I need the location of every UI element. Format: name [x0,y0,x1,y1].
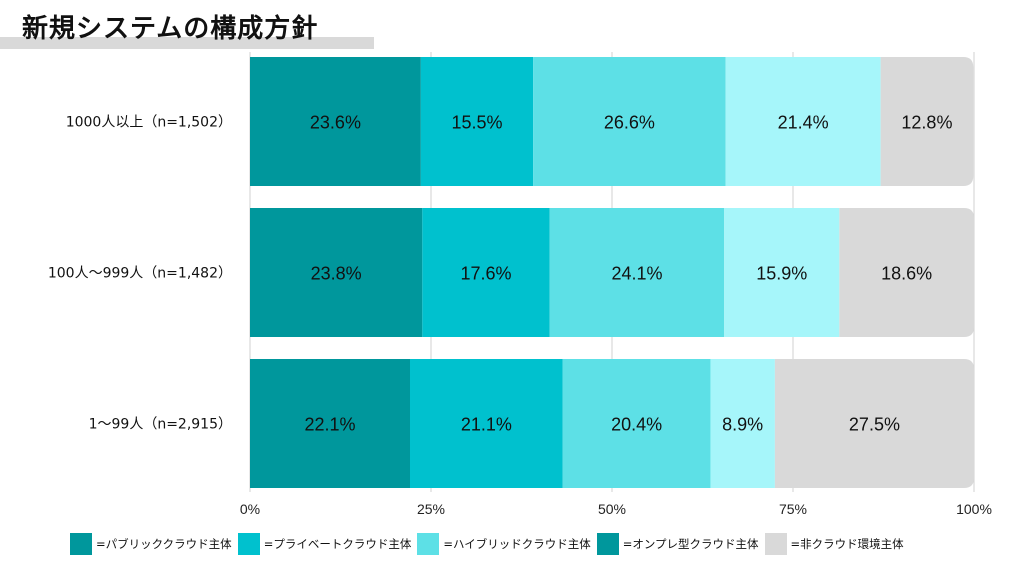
x-tick-label: 25% [417,501,445,517]
bar-segment [533,57,726,186]
data-label: 22.1% [304,415,355,435]
bar-segment [774,359,974,488]
legend-swatch [237,533,260,555]
data-label: 23.6% [310,113,361,133]
data-label: 21.1% [461,415,512,435]
legend-label: =オンプレ型クラウド主体 [622,537,759,551]
x-tick-label: 50% [598,501,626,517]
bar-segment [725,57,881,186]
data-label: 12.8% [901,113,952,133]
legend-label: =パブリッククラウド主体 [96,537,232,551]
data-label: 24.1% [611,264,662,284]
category-label: 1〜99人（n=2,915） [89,417,232,433]
data-label: 27.5% [849,415,900,435]
legend-item: =プライベートクラウド主体 [237,533,412,555]
legend-label: =ハイブリッドクラウド主体 [443,537,591,551]
legend-swatch [70,533,92,555]
legend-item: =オンプレ型クラウド主体 [596,533,759,555]
bar-segment [422,208,550,337]
data-label: 15.9% [756,264,807,284]
data-label: 15.5% [451,113,502,133]
data-label: 23.8% [311,264,362,284]
data-label: 26.6% [604,113,655,133]
chart-title: 新規システムの構成方針 [22,14,319,44]
bar-segment [839,208,974,337]
legend-swatch [417,533,440,555]
data-label: 18.6% [881,264,932,284]
bar-segment [250,208,423,337]
x-tick-label: 75% [779,501,807,517]
legend-item: =非クラウド環境主体 [764,533,904,555]
bar-segment [250,359,411,488]
legend-swatch [596,533,619,555]
bar-segment [710,359,775,488]
bar-segment [562,359,711,488]
bar-segment [549,208,725,337]
legend-item: =パブリッククラウド主体 [70,533,232,555]
legend-label: =プライベートクラウド主体 [263,537,412,551]
bar-segment [250,57,421,186]
data-label: 20.4% [611,415,662,435]
x-tick-label: 100% [956,501,992,517]
bar-segment [724,208,840,337]
x-tick-label: 0% [240,501,260,517]
legend-swatch [764,533,787,555]
category-label: 100人〜999人（n=1,482） [48,266,232,282]
legend: =パブリッククラウド主体 =プライベートクラウド主体 =ハイブリッドクラウド主体 =オ… [70,532,910,556]
category-label: 1000人以上（n=1,502） [66,115,232,131]
title-underline [0,37,374,49]
data-label: 21.4% [778,113,829,133]
bar-segment [420,57,534,186]
legend-item: =ハイブリッドクラウド主体 [417,533,591,555]
bar-segment [410,359,563,488]
legend-label: =非クラウド環境主体 [790,537,904,551]
data-label: 8.9% [722,415,763,435]
bar-segment [880,57,974,186]
data-label: 17.6% [461,264,512,284]
